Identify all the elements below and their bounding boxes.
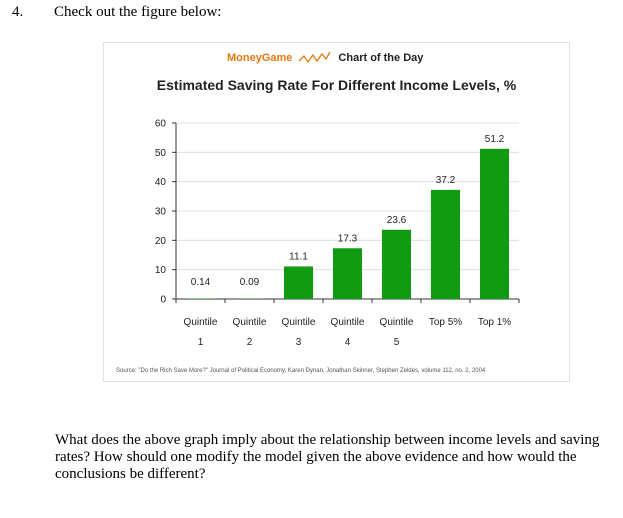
x-category-label: Top 1% [478, 317, 511, 328]
bar-chart: 0 10 20 30 40 50 60 0.14 Quintile 1 0.09 Quintile 2 1… [155, 119, 520, 348]
x-category-label: 5 [394, 337, 400, 348]
x-category-label: 4 [345, 337, 351, 348]
question-text: What does the above graph imply about th… [55, 432, 600, 482]
chart-source: Source: "Do the Rich Save More?" Journal… [116, 368, 486, 374]
bar [284, 266, 313, 299]
y-tick-label: 0 [160, 295, 166, 306]
y-tick-label: 40 [155, 177, 167, 188]
bar-value-label: 0.09 [240, 277, 260, 288]
chart-brand-header: MoneyGame Chart of the Day [227, 51, 447, 65]
bar-value-label: 37.2 [436, 175, 456, 186]
bar [333, 248, 362, 299]
x-category-label: Quintile [233, 317, 267, 328]
y-tick-label: 20 [155, 236, 167, 247]
question-intro: Check out the figure below: [54, 4, 222, 20]
question-number: 4. [12, 4, 24, 20]
x-category-label: 1 [198, 337, 204, 348]
chart-figure: MoneyGame Chart of the Day Estimated Sav… [103, 42, 570, 382]
y-tick-label: 30 [155, 207, 167, 218]
y-tick-label: 60 [155, 119, 167, 130]
bar [431, 189, 460, 299]
bar-value-label: 11.1 [289, 251, 308, 262]
bar-value-label: 23.6 [387, 215, 407, 226]
y-tick-label: 10 [155, 265, 167, 276]
bar [382, 229, 411, 299]
y-tick-label: 50 [155, 148, 167, 159]
x-category-label: Quintile [380, 317, 414, 328]
x-category-label: 3 [296, 337, 302, 348]
bar [480, 148, 509, 299]
x-category-label: Quintile [282, 317, 316, 328]
bar-value-label: 17.3 [338, 233, 358, 244]
bar-value-label: 51.2 [485, 134, 505, 145]
x-category-label: 2 [247, 337, 253, 348]
chart-of-the-day-label: Chart of the Day [338, 52, 424, 64]
sparkline-icon [298, 51, 331, 64]
bar-value-label: 0.14 [191, 277, 211, 288]
x-category-label: Quintile [331, 317, 365, 328]
chart-title: Estimated Saving Rate For Different Inco… [156, 77, 517, 93]
brand-name: MoneyGame [227, 52, 293, 64]
x-category-label: Quintile [184, 317, 218, 328]
x-category-label: Top 5% [429, 317, 462, 328]
